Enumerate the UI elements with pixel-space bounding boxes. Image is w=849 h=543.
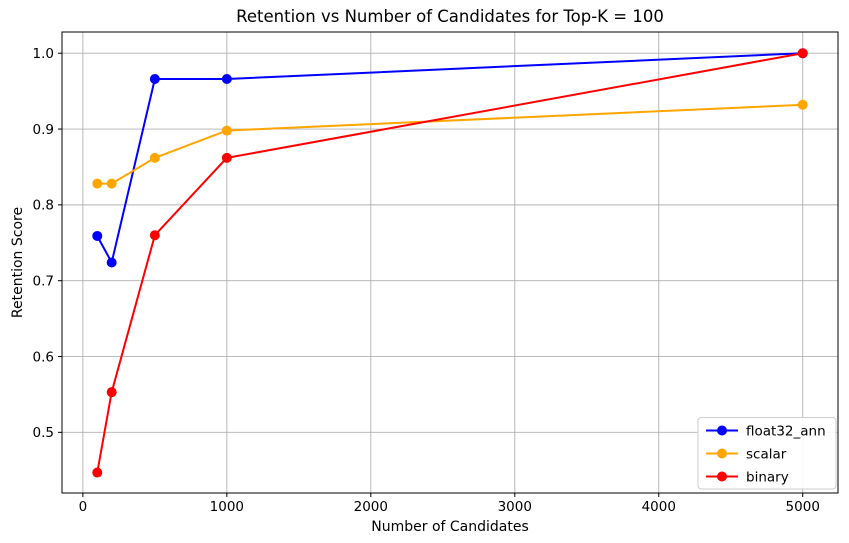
x-axis-label: Number of Candidates [371,519,529,535]
y-axis: 0.5 0.6 0.7 0.8 0.9 1.0 [33,46,62,441]
data-point-scalar-1 [106,178,117,189]
y-tick-label-0.6: 0.6 [33,349,54,365]
legend-entry-binary: binary [706,469,789,485]
x-tick-label-5000: 5000 [786,499,820,515]
x-axis: 0 1000 2000 3000 4000 5000 [79,493,820,515]
data-point-float32_ann-1 [106,257,117,268]
data-point-scalar-0 [92,178,103,189]
axes-frame [61,31,839,494]
data-point-binary-0 [92,467,103,478]
y-tick-label-0.9: 0.9 [33,122,54,138]
data-point-float32_ann-3 [221,74,232,85]
y-tick-label-0.8: 0.8 [33,198,54,214]
legend-entry-scalar: scalar [706,446,787,462]
data-point-scalar-2 [149,152,160,163]
series-binary [92,48,808,478]
legend-box [697,417,837,490]
chart-title: Retention vs Number of Candidates for To… [236,7,664,26]
legend-marker-binary [717,471,727,482]
y-tick-label-1.0: 1.0 [33,46,54,62]
y-tick-label-0.5: 0.5 [33,425,54,441]
legend-entry-float32_ann: float32_ann [706,423,826,439]
data-point-binary-1 [106,387,117,398]
data-point-binary-2 [149,230,160,241]
legend-marker-float32_ann [717,425,727,436]
x-tick-label-2000: 2000 [354,499,388,515]
y-tick-label-0.7: 0.7 [33,273,54,289]
data-point-binary-3 [221,152,232,163]
data-point-scalar-4 [797,99,808,110]
data-point-float32_ann-0 [92,230,103,241]
x-tick-label-1000: 1000 [210,499,244,515]
x-tick-label-4000: 4000 [642,499,676,515]
x-tick-label-3000: 3000 [498,499,532,515]
x-tick-label-0: 0 [79,499,88,515]
legend-label-binary: binary [746,469,789,485]
data-point-float32_ann-2 [149,74,160,85]
y-axis-label: Retention Score [10,207,26,318]
data-point-scalar-3 [221,125,232,136]
data-point-binary-4 [797,48,808,59]
legend-marker-scalar [717,448,727,459]
legend-label-float32_ann: float32_ann [746,423,826,439]
legend-label-scalar: scalar [746,446,787,462]
